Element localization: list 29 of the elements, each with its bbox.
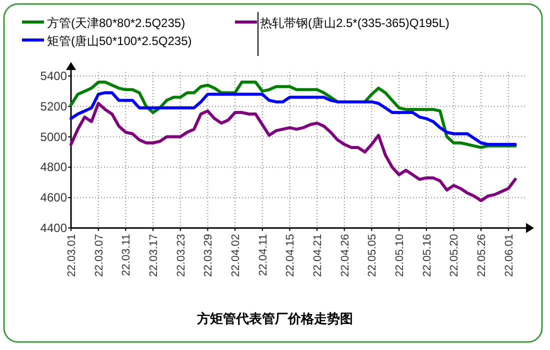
x-tick-label: 22.05.26 [476, 234, 488, 277]
line-series [70, 102, 517, 202]
legend-label: 方管(天津80*80*2.5Q235) [47, 16, 186, 30]
legend-label: 热轧带钢(唐山2.5*(335-365)Q195L) [260, 16, 450, 30]
x-tick-label: 22.04.15 [284, 234, 297, 277]
x-tick-label: 22.03.23 [175, 234, 188, 277]
x-tick-label: 22.04.26 [339, 234, 352, 277]
text: 方矩管代表管厂价格走势图 [196, 311, 353, 326]
x-tick-label: 22.05.16 [421, 234, 434, 277]
x-tick-label: 22.03.29 [202, 234, 215, 277]
x-tick-label: 22.03.01 [66, 234, 78, 277]
line-series [70, 91, 517, 146]
x-tick-label: 22.03.17 [148, 234, 160, 277]
x-tick-label: 22.04.21 [312, 234, 324, 277]
x-tick-label: 22.03.11 [120, 234, 133, 276]
x-tick-label: 22.06.01 [503, 234, 516, 277]
x-tick-label: 22.04.02 [230, 234, 242, 277]
x-tick-label: 22.05.10 [394, 234, 406, 277]
y-tick-label: 4800 [40, 160, 68, 174]
x-tick-label: 22.05.20 [448, 234, 461, 277]
x-tick-label: 22.04.11 [257, 234, 270, 276]
y-tick-label: 5400 [40, 69, 68, 83]
x-tick-label: 22.05.05 [366, 234, 379, 277]
y-tick-label: 4400 [40, 221, 68, 235]
y-tick-label: 5000 [40, 130, 68, 144]
x-tick-label: 22.03.07 [93, 234, 106, 277]
legend-label: 矩管(唐山50*100*2.5Q235) [47, 34, 192, 48]
y-tick-label: 5200 [40, 99, 68, 114]
y-tick-label: 4600 [40, 190, 68, 205]
